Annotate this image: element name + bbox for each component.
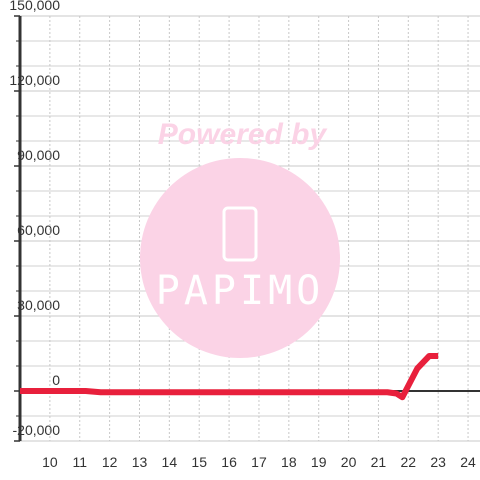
watermark-text: Powered by <box>158 118 328 151</box>
y-tick-label: 120,000 <box>9 72 60 88</box>
x-tick-label: 11 <box>72 454 87 470</box>
x-tick-label: 19 <box>311 454 327 470</box>
watermark-logo: PAPIMO <box>156 268 325 314</box>
y-tick-label: 0 <box>52 372 60 388</box>
x-tick-label: 13 <box>132 454 148 470</box>
x-tick-label: 22 <box>401 454 417 470</box>
x-tick-label: 23 <box>430 454 446 470</box>
y-tick-label: 150,000 <box>9 0 60 13</box>
x-tick-label: 16 <box>221 454 237 470</box>
y-tick-label: 90,000 <box>17 147 60 163</box>
plot <box>20 353 439 401</box>
x-tick-label: 12 <box>102 454 118 470</box>
watermark: Powered by PAPIMO <box>140 118 340 358</box>
x-tick-label: 10 <box>42 454 58 470</box>
x-tick-label: 24 <box>460 454 476 470</box>
x-tick-label: 17 <box>251 454 267 470</box>
x-tick-label: 18 <box>281 454 297 470</box>
watermark-circle <box>140 158 340 358</box>
y-tick-label: 60,000 <box>17 222 60 238</box>
x-tick-label: 14 <box>162 454 178 470</box>
line-series <box>20 353 439 401</box>
x-tick-label: 20 <box>341 454 357 470</box>
y-tick-label: 30,000 <box>17 297 60 313</box>
x-tick-label: 21 <box>371 454 387 470</box>
x-tick-label: 15 <box>191 454 207 470</box>
y-tick-label: -20,000 <box>13 422 61 438</box>
watermark-phone <box>222 206 258 262</box>
